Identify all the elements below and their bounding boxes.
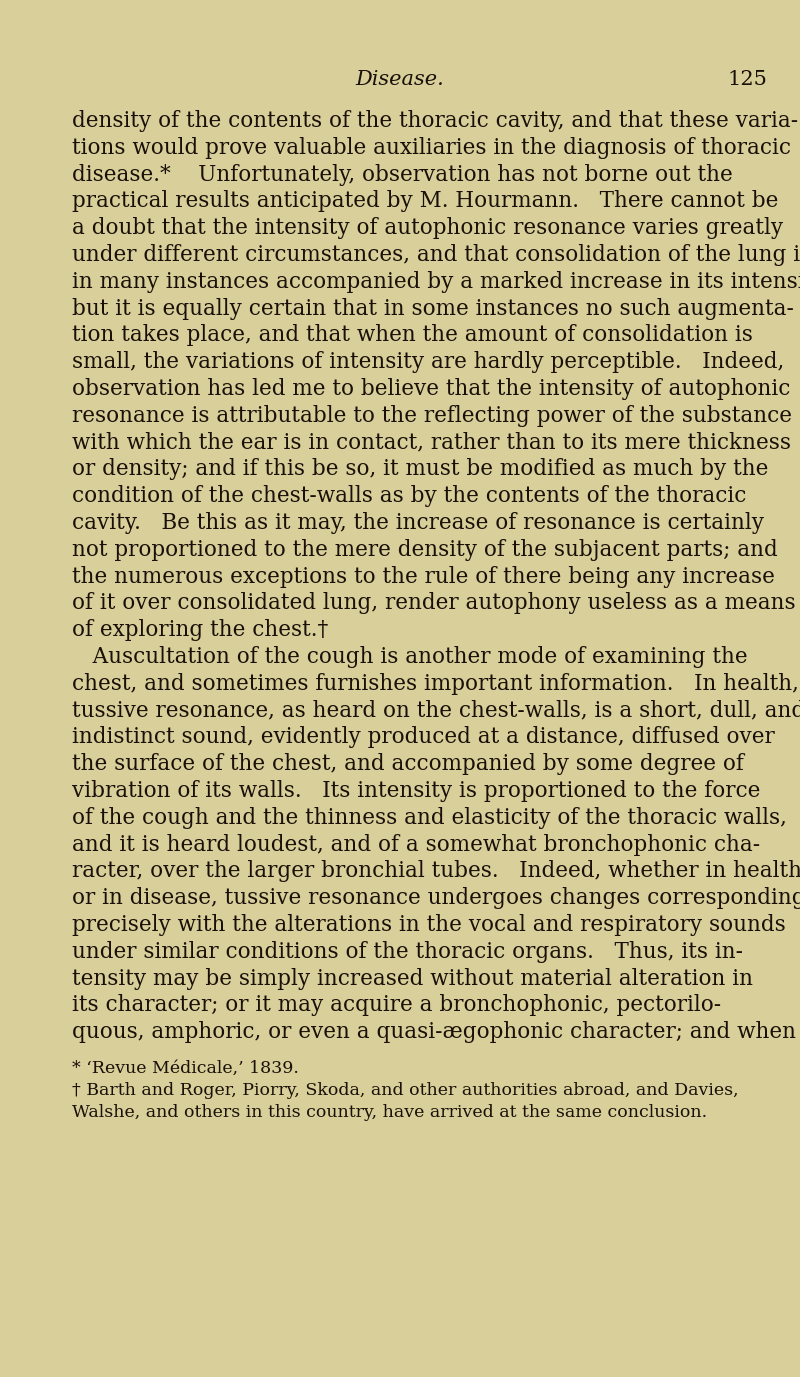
Text: under different circumstances, and that consolidation of the lung is: under different circumstances, and that … xyxy=(72,244,800,266)
Text: of exploring the chest.†: of exploring the chest.† xyxy=(72,620,328,642)
Text: tion takes place, and that when the amount of consolidation is: tion takes place, and that when the amou… xyxy=(72,325,753,347)
Text: tussive resonance, as heard on the chest-walls, is a short, dull, and: tussive resonance, as heard on the chest… xyxy=(72,700,800,722)
Text: a doubt that the intensity of autophonic resonance varies greatly: a doubt that the intensity of autophonic… xyxy=(72,218,783,240)
Text: condition of the chest-walls as by the contents of the thoracic: condition of the chest-walls as by the c… xyxy=(72,485,746,507)
Text: or in disease, tussive resonance undergoes changes corresponding: or in disease, tussive resonance undergo… xyxy=(72,887,800,909)
Text: its character; or it may acquire a bronchophonic, pectorilo-: its character; or it may acquire a bronc… xyxy=(72,994,721,1016)
Text: not proportioned to the mere density of the subjacent parts; and: not proportioned to the mere density of … xyxy=(72,538,778,560)
Text: disease.*    Unfortunately, observation has not borne out the: disease.* Unfortunately, observation has… xyxy=(72,164,733,186)
Text: resonance is attributable to the reflecting power of the substance: resonance is attributable to the reflect… xyxy=(72,405,792,427)
Text: Disease.: Disease. xyxy=(356,70,444,90)
Text: racter, over the larger bronchial tubes.   Indeed, whether in health: racter, over the larger bronchial tubes.… xyxy=(72,861,800,883)
Text: quous, amphoric, or even a quasi-ægophonic character; and when: quous, amphoric, or even a quasi-ægophon… xyxy=(72,1022,796,1044)
Text: tensity may be simply increased without material alteration in: tensity may be simply increased without … xyxy=(72,968,753,990)
Text: Auscultation of the cough is another mode of examining the: Auscultation of the cough is another mod… xyxy=(72,646,748,668)
Text: tions would prove valuable auxiliaries in the diagnosis of thoracic: tions would prove valuable auxiliaries i… xyxy=(72,136,791,158)
Text: the surface of the chest, and accompanied by some degree of: the surface of the chest, and accompanie… xyxy=(72,753,744,775)
Text: of it over consolidated lung, render autophony useless as a means: of it over consolidated lung, render aut… xyxy=(72,592,796,614)
Text: † Barth and Roger, Piorry, Skoda, and other authorities abroad, and Davies,: † Barth and Roger, Piorry, Skoda, and ot… xyxy=(72,1082,738,1099)
Text: the numerous exceptions to the rule of there being any increase: the numerous exceptions to the rule of t… xyxy=(72,566,775,588)
Text: precisely with the alterations in the vocal and respiratory sounds: precisely with the alterations in the vo… xyxy=(72,914,786,936)
Text: vibration of its walls.   Its intensity is proportioned to the force: vibration of its walls. Its intensity is… xyxy=(72,779,760,801)
Text: 125: 125 xyxy=(727,70,767,90)
Text: small, the variations of intensity are hardly perceptible.   Indeed,: small, the variations of intensity are h… xyxy=(72,351,784,373)
Text: Walshe, and others in this country, have arrived at the same conclusion.: Walshe, and others in this country, have… xyxy=(72,1104,707,1121)
Text: in many instances accompanied by a marked increase in its intensity;: in many instances accompanied by a marke… xyxy=(72,271,800,293)
Text: * ‘Revue Médicale,’ 1839.: * ‘Revue Médicale,’ 1839. xyxy=(72,1060,299,1077)
Text: of the cough and the thinness and elasticity of the thoracic walls,: of the cough and the thinness and elasti… xyxy=(72,807,787,829)
Text: observation has led me to believe that the intensity of autophonic: observation has led me to believe that t… xyxy=(72,379,790,399)
Text: cavity.   Be this as it may, the increase of resonance is certainly: cavity. Be this as it may, the increase … xyxy=(72,512,764,534)
Text: chest, and sometimes furnishes important information.   In health,: chest, and sometimes furnishes important… xyxy=(72,673,799,695)
Text: practical results anticipated by M. Hourmann.   There cannot be: practical results anticipated by M. Hour… xyxy=(72,190,778,212)
Text: under similar conditions of the thoracic organs.   Thus, its in-: under similar conditions of the thoracic… xyxy=(72,940,743,963)
Text: or density; and if this be so, it must be modified as much by the: or density; and if this be so, it must b… xyxy=(72,459,768,481)
Text: but it is equally certain that in some instances no such augmenta-: but it is equally certain that in some i… xyxy=(72,297,794,319)
Text: density of the contents of the thoracic cavity, and that these varia-: density of the contents of the thoracic … xyxy=(72,110,798,132)
Text: with which the ear is in contact, rather than to its mere thickness: with which the ear is in contact, rather… xyxy=(72,431,791,453)
Text: and it is heard loudest, and of a somewhat bronchophonic cha-: and it is heard loudest, and of a somewh… xyxy=(72,833,760,855)
Text: indistinct sound, evidently produced at a distance, diffused over: indistinct sound, evidently produced at … xyxy=(72,727,774,749)
